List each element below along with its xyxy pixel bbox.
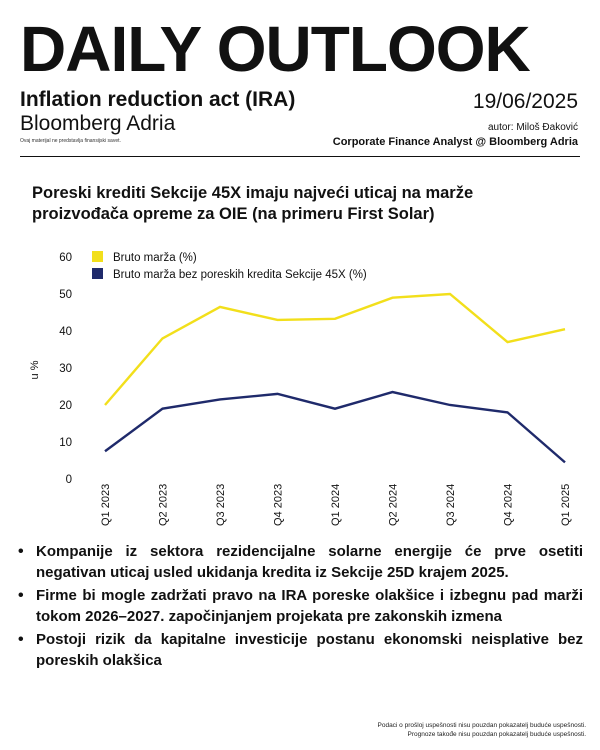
line-chart: u % 0 10 20 30 40 50 60 Q1 2023 Q2 2023 Q3 2023 Q4 … — [29, 251, 572, 526]
y-tick-label: 60 — [59, 252, 72, 264]
x-tick-label: Q1 2024 — [330, 484, 342, 526]
key-points-list: Kompanije iz sektora rezidencijalne sola… — [18, 541, 583, 673]
report-date: 19/06/2025 — [472, 90, 578, 113]
y-tick-label: 20 — [59, 400, 72, 412]
x-tick-label: Q2 2023 — [158, 484, 170, 526]
chart-title: Poreski krediti Sekcije 45X imaju najveć… — [32, 184, 474, 223]
y-tick-label: 30 — [59, 363, 72, 375]
brand-name: Bloomberg Adria — [20, 112, 176, 135]
y-tick-label: 40 — [59, 326, 72, 338]
topic-title: Inflation reduction act (IRA) — [20, 88, 296, 111]
series-line-margin-ex-45x — [104, 390, 566, 464]
y-tick-label: 0 — [66, 474, 72, 486]
series-line-gross-margin — [104, 292, 566, 406]
x-tick-label: Q4 2024 — [503, 484, 515, 526]
footer-line: Podaci o prošloj uspešnosti nisu pouzdan… — [377, 722, 587, 729]
key-point: Kompanije iz sektora rezidencijalne sola… — [18, 541, 583, 583]
author-role: Corporate Finance Analyst @ Bloomberg Ad… — [332, 136, 578, 148]
legend-swatch — [92, 268, 103, 279]
footer-line: Prognoze takođe nisu pouzdan pokazatelj … — [407, 731, 586, 738]
disclaimer-note: Ovaj materijal ne predstavlja finansijsk… — [20, 138, 121, 144]
header-divider — [20, 156, 580, 157]
key-point: Firme bi mogle zadržati pravo na IRA por… — [18, 585, 583, 627]
x-tick-label: Q3 2023 — [215, 484, 227, 526]
y-tick-label: 50 — [59, 289, 72, 301]
y-tick-label: 10 — [59, 437, 72, 449]
y-axis-label: u % — [29, 360, 41, 379]
x-tick-label: Q4 2023 — [273, 484, 285, 526]
footer-disclaimer: Podaci o prošloj uspešnosti nisu pouzdan… — [378, 721, 587, 739]
legend-swatch — [92, 251, 103, 262]
x-tick-label: Q2 2024 — [388, 484, 400, 526]
author-line: autor: Miloš Đaković — [487, 122, 578, 133]
x-tick-label: Q1 2023 — [100, 484, 112, 526]
x-tick-label: Q1 2025 — [560, 484, 572, 526]
legend-label: Bruto marža bez poreskih kredita Sekcije… — [113, 269, 367, 281]
masthead: DAILY OUTLOOK — [20, 13, 531, 85]
x-tick-label: Q3 2024 — [445, 484, 457, 526]
key-point: Postoji rizik da kapitalne investicije p… — [18, 629, 583, 671]
legend-label: Bruto marža (%) — [113, 252, 197, 264]
